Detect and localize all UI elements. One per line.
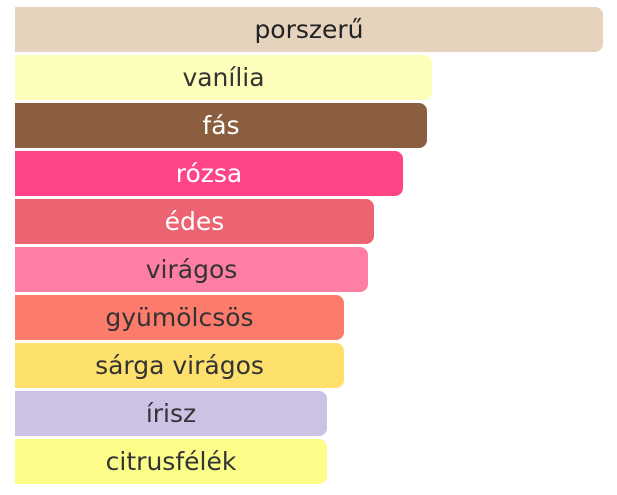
bar-9: citrusfélék [15, 439, 327, 484]
bar-label-2: fás [202, 111, 240, 140]
bar-8: írisz [15, 391, 327, 436]
bar-label-9: citrusfélék [105, 447, 237, 476]
bar-label-1: vanília [182, 63, 265, 92]
bar-7: sárga virágos [15, 343, 344, 388]
bar-2: fás [15, 103, 427, 148]
bar-6: gyümölcsös [15, 295, 344, 340]
bar-label-4: édes [164, 207, 225, 236]
bar-label-5: virágos [145, 255, 238, 284]
bar-1: vanília [15, 55, 432, 100]
bar-label-8: írisz [145, 399, 197, 428]
bar-label-3: rózsa [175, 159, 243, 188]
bar-5: virágos [15, 247, 368, 292]
bar-3: rózsa [15, 151, 403, 196]
bar-label-0: porszerű [254, 15, 364, 44]
bar-label-7: sárga virágos [95, 351, 264, 380]
bar-0: porszerű [15, 7, 603, 52]
bar-label-6: gyümölcsös [105, 303, 254, 332]
bar-4: édes [15, 199, 374, 244]
